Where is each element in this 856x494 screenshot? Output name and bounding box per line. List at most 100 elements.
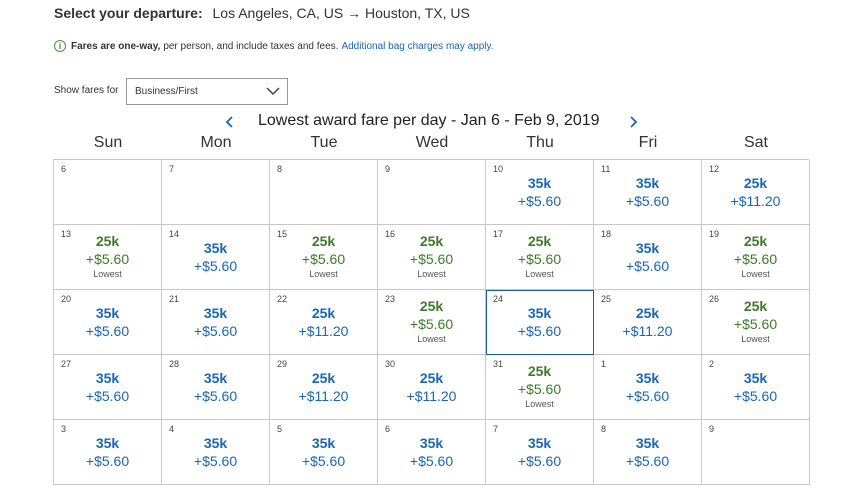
- fare-taxes: +$11.20: [298, 323, 349, 339]
- calendar-day-cell[interactable]: 2 35k +$5.60: [702, 355, 810, 420]
- calendar-day-cell[interactable]: 8 35k +$5.60: [594, 420, 702, 485]
- day-number: 2: [709, 359, 715, 369]
- calendar-day-cell[interactable]: 10 35k +$5.60: [486, 160, 594, 225]
- calendar-day-cell[interactable]: 9: [702, 420, 810, 485]
- calendar-day-cell[interactable]: 17 25k +$5.60 Lowest: [486, 225, 594, 290]
- calendar-day-cell[interactable]: 3 35k +$5.60: [54, 420, 162, 485]
- calendar-day-cell[interactable]: 12 25k +$11.20: [702, 160, 810, 225]
- day-number: 11: [601, 164, 611, 174]
- calendar-day-cell[interactable]: 4 35k +$5.60: [162, 420, 270, 485]
- calendar-day-cell[interactable]: 7 35k +$5.60: [486, 420, 594, 485]
- fare-info: 35k +$5.60: [486, 435, 593, 471]
- next-month-button[interactable]: [627, 114, 641, 130]
- fare-taxes: +$5.60: [409, 316, 454, 332]
- lowest-fare-label: Lowest: [525, 269, 554, 279]
- fare-info: 35k +$5.60: [162, 305, 269, 341]
- fare-miles: 25k: [419, 370, 444, 386]
- fare-info: 25k +$11.20: [270, 370, 377, 406]
- fare-info: 25k +$5.60 Lowest: [486, 363, 593, 410]
- departure-label: Select your departure:: [54, 5, 203, 21]
- show-fares-label: Show fares for: [54, 85, 119, 96]
- fare-info: 25k +$5.60 Lowest: [702, 298, 809, 345]
- calendar-day-cell[interactable]: 15 25k +$5.60 Lowest: [270, 225, 378, 290]
- fare-taxes: +$5.60: [85, 453, 130, 469]
- calendar-day-cell[interactable]: 11 35k +$5.60: [594, 160, 702, 225]
- fare-miles: 35k: [95, 435, 120, 451]
- fare-taxes: +$5.60: [733, 388, 778, 404]
- fare-taxes: +$5.60: [193, 258, 238, 274]
- fare-taxes: +$5.60: [517, 453, 562, 469]
- fare-info: 35k +$5.60: [378, 435, 485, 471]
- calendar-day-cell[interactable]: 6: [54, 160, 162, 225]
- fare-miles: 25k: [635, 305, 660, 321]
- day-number: 23: [385, 294, 396, 304]
- calendar-day-cell[interactable]: 1 35k +$5.60: [594, 355, 702, 420]
- weekday-mon: Mon: [200, 134, 232, 151]
- calendar-day-cell[interactable]: 24 35k +$5.60: [486, 290, 594, 355]
- calendar-day-cell[interactable]: 14 35k +$5.60: [162, 225, 270, 290]
- previous-month-button[interactable]: [222, 114, 236, 130]
- fare-taxes: +$11.20: [730, 193, 781, 209]
- calendar-day-cell[interactable]: 7: [162, 160, 270, 225]
- fare-miles: 25k: [311, 370, 336, 386]
- calendar-day-cell[interactable]: 20 35k +$5.60: [54, 290, 162, 355]
- weekday-thu: Thu: [526, 134, 554, 151]
- day-number: 6: [385, 424, 391, 434]
- fare-taxes: +$5.60: [625, 453, 670, 469]
- day-number: 26: [709, 294, 720, 304]
- calendar-day-cell[interactable]: 29 25k +$11.20: [270, 355, 378, 420]
- fare-class-value: Business/First: [135, 86, 198, 97]
- fare-info: 25k +$11.20: [378, 370, 485, 406]
- calendar-day-cell[interactable]: 27 35k +$5.60: [54, 355, 162, 420]
- calendar-day-cell[interactable]: 28 35k +$5.60: [162, 355, 270, 420]
- calendar-day-cell[interactable]: 13 25k +$5.60 Lowest: [54, 225, 162, 290]
- calendar-day-cell[interactable]: 31 25k +$5.60 Lowest: [486, 355, 594, 420]
- day-number: 9: [709, 424, 715, 434]
- day-number: 6: [61, 164, 67, 174]
- fare-taxes: +$5.60: [517, 251, 562, 267]
- lowest-fare-label: Lowest: [309, 269, 338, 279]
- calendar-day-cell[interactable]: 26 25k +$5.60 Lowest: [702, 290, 810, 355]
- day-number: 1: [601, 359, 607, 369]
- fare-miles: 25k: [419, 298, 444, 314]
- calendar-day-cell[interactable]: 9: [378, 160, 486, 225]
- bag-charges-link[interactable]: Additional bag charges may apply.: [341, 40, 494, 52]
- fare-miles: 25k: [527, 363, 552, 379]
- fare-info: 35k +$5.60: [594, 370, 701, 406]
- day-number: 17: [493, 229, 504, 239]
- day-number: 27: [61, 359, 72, 369]
- fare-info: 35k +$5.60: [54, 435, 161, 471]
- calendar-day-cell[interactable]: 19 25k +$5.60 Lowest: [702, 225, 810, 290]
- calendar-day-cell[interactable]: 18 35k +$5.60: [594, 225, 702, 290]
- calendar-day-cell[interactable]: 22 25k +$11.20: [270, 290, 378, 355]
- fare-info: 35k +$5.60: [486, 175, 593, 211]
- calendar-day-cell[interactable]: 21 35k +$5.60: [162, 290, 270, 355]
- info-icon: i: [54, 40, 66, 52]
- day-number: 7: [493, 424, 499, 434]
- lowest-fare-label: Lowest: [525, 399, 554, 409]
- fare-info: 25k +$5.60 Lowest: [54, 233, 161, 280]
- fare-miles: 25k: [311, 233, 336, 249]
- day-number: 14: [169, 229, 180, 239]
- fare-taxes: +$11.20: [406, 388, 457, 404]
- fare-taxes: +$5.60: [733, 316, 778, 332]
- calendar-day-cell[interactable]: 25 25k +$11.20: [594, 290, 702, 355]
- fare-note-bold: Fares are one-way,: [71, 40, 161, 52]
- fare-miles: 35k: [419, 435, 444, 451]
- fare-class-select[interactable]: Business/First: [126, 78, 288, 105]
- calendar-day-cell[interactable]: 30 25k +$11.20: [378, 355, 486, 420]
- calendar-day-cell[interactable]: 6 35k +$5.60: [378, 420, 486, 485]
- calendar-day-cell[interactable]: 8: [270, 160, 378, 225]
- fare-miles: 35k: [527, 175, 552, 191]
- fare-info: 35k +$5.60: [702, 370, 809, 406]
- fare-taxes: +$5.60: [733, 251, 778, 267]
- day-number: 19: [709, 229, 720, 239]
- calendar-day-cell[interactable]: 16 25k +$5.60 Lowest: [378, 225, 486, 290]
- fare-info: 35k +$5.60: [54, 305, 161, 341]
- fare-info: 25k +$5.60 Lowest: [270, 233, 377, 280]
- day-number: 28: [169, 359, 180, 369]
- calendar-day-cell[interactable]: 5 35k +$5.60: [270, 420, 378, 485]
- calendar-day-cell[interactable]: 23 25k +$5.60 Lowest: [378, 290, 486, 355]
- fare-info: 25k +$11.20: [270, 305, 377, 341]
- weekday-fri: Fri: [638, 134, 658, 151]
